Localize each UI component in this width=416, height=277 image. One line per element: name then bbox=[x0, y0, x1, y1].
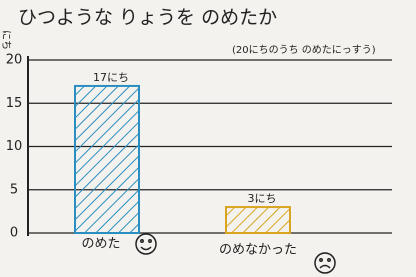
x-tick-label: のめた bbox=[81, 237, 120, 252]
y-tick-label: 5 bbox=[10, 182, 18, 197]
value-label: 3にち bbox=[248, 192, 277, 205]
y-tick-label: 20 bbox=[6, 53, 23, 68]
chart-title: ひつような りょうを のめたか bbox=[18, 7, 277, 29]
face-happy bbox=[136, 234, 156, 254]
y-tick-label: 10 bbox=[6, 139, 23, 154]
y-tick-label: 0 bbox=[10, 226, 18, 241]
bar bbox=[75, 86, 139, 233]
x-tick-label: のめなかった bbox=[219, 243, 297, 258]
chart-subtitle: (20にちのうち のめたにっすう) bbox=[232, 44, 376, 56]
value-label: 17にち bbox=[93, 71, 129, 84]
y-tick-label: 15 bbox=[6, 96, 23, 111]
chart: ひつような りょうを のめたか (20にちのうち のめたにっすう) にち 0 5 1… bbox=[0, 0, 416, 277]
y-axis-label: にち bbox=[0, 30, 12, 50]
face-sad bbox=[315, 253, 335, 273]
bar bbox=[226, 207, 290, 233]
